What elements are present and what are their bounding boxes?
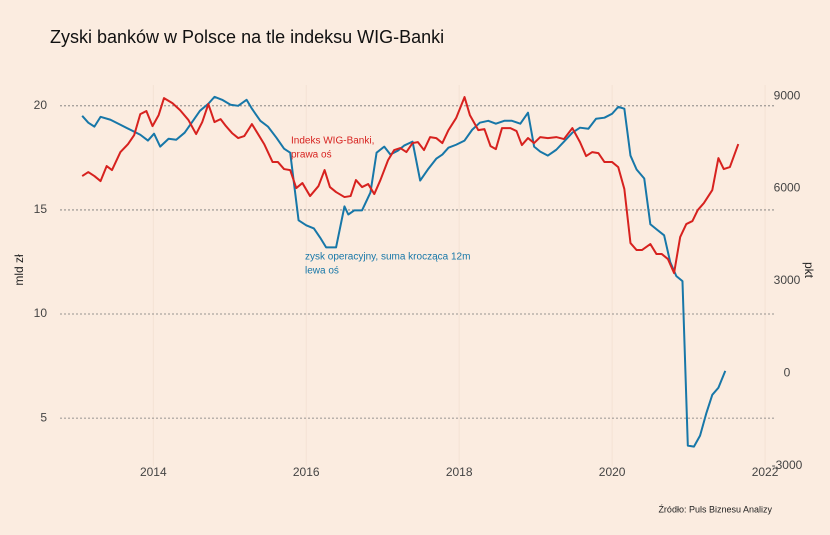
y2-tick-label: 9000 bbox=[774, 88, 801, 102]
chart-title: Zyski banków w Polsce na tle indeksu WIG… bbox=[50, 27, 444, 47]
y2-tick-label: 0 bbox=[784, 366, 791, 380]
series-line bbox=[81, 95, 727, 448]
series-label: zysk operacyjny, suma krocząca 12m bbox=[305, 252, 470, 263]
series-label: prawa oś bbox=[291, 150, 332, 161]
y-tick-label: 20 bbox=[34, 98, 48, 112]
y2-tick-label: 3000 bbox=[774, 273, 801, 287]
series-line bbox=[81, 96, 740, 275]
y-axis-label: mld zł bbox=[12, 254, 26, 286]
y2-axis-label: pkt bbox=[802, 262, 816, 279]
x-tick-label: 2022 bbox=[752, 465, 779, 479]
y-tick-label: 10 bbox=[34, 306, 48, 320]
series-label: lewa oś bbox=[305, 266, 339, 277]
x-tick-label: 2020 bbox=[599, 465, 626, 479]
source: Źródło: Puls Biznesu Analizy bbox=[658, 504, 772, 514]
x-tick-label: 2014 bbox=[140, 465, 167, 479]
x-tick-label: 2016 bbox=[293, 465, 320, 479]
y-tick-label: 15 bbox=[34, 202, 48, 216]
y2-tick-label: -3000 bbox=[772, 458, 803, 472]
y-tick-label: 5 bbox=[40, 410, 47, 424]
y2-tick-label: 6000 bbox=[774, 181, 801, 195]
x-tick-label: 2018 bbox=[446, 465, 473, 479]
series-label: Indeks WIG-Banki, bbox=[291, 136, 374, 147]
